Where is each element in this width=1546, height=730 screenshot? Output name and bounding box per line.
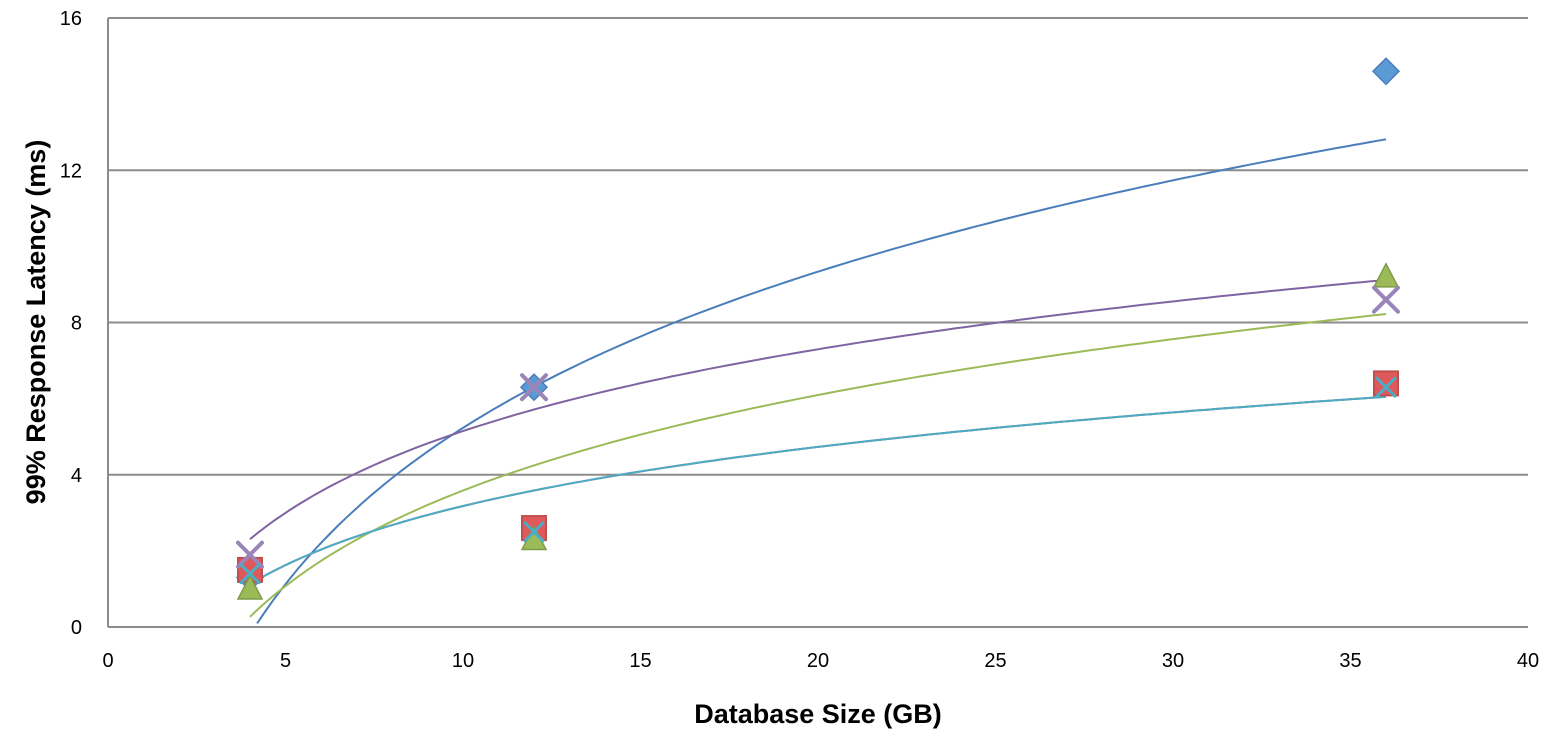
marker-series-4 (520, 373, 548, 402)
y-tick-label: 8 (71, 313, 82, 335)
y-tick-label: 0 (71, 617, 82, 639)
x-tick-label: 40 (1517, 650, 1539, 672)
y-tick-labels: 0 4 8 12 16 (60, 8, 82, 639)
x-tick-label: 10 (452, 650, 474, 672)
marker-series-3 (1372, 262, 1400, 288)
x-tick-label: 30 (1162, 650, 1184, 672)
trendline-series-1 (256, 138, 1387, 624)
marker-series-2 (1373, 370, 1399, 397)
trendline-series-3 (249, 313, 1387, 618)
x-tick-label: 25 (984, 650, 1006, 672)
gridlines (107, 17, 1528, 628)
trendline-series-4 (249, 278, 1387, 540)
y-tick-label: 4 (71, 465, 82, 487)
trendlines (249, 138, 1387, 624)
x-tick-label: 20 (807, 650, 829, 672)
data-points (235, 57, 1401, 600)
y-tick-label: 16 (60, 8, 82, 30)
marker-series-3 (236, 574, 264, 600)
y-tick-label: 12 (60, 160, 82, 182)
marker-series-4 (1372, 285, 1400, 314)
y-axis-title: 99% Response Latency (ms) (21, 140, 51, 505)
marker-series-5 (239, 563, 261, 585)
x-tick-label: 35 (1339, 650, 1361, 672)
marker-series-1 (1371, 57, 1401, 86)
marker-series-5 (1375, 376, 1397, 398)
x-tick-label: 5 (280, 650, 291, 672)
trendline-series-5 (249, 395, 1387, 586)
marker-series-4 (236, 540, 264, 569)
x-tick-label: 15 (629, 650, 651, 672)
trendline-series-2 (249, 395, 1387, 586)
marker-series-5 (523, 521, 545, 543)
x-axis-title: Database Size (GB) (694, 699, 942, 729)
x-tick-label: 0 (102, 650, 113, 672)
x-tick-labels: 0 5 10 15 20 25 30 35 40 (102, 650, 1539, 672)
